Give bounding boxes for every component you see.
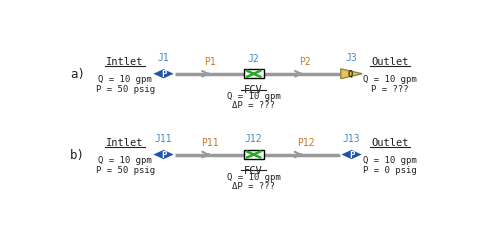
Polygon shape [152,150,175,160]
Text: ΔP = ???: ΔP = ??? [232,101,275,110]
Text: P2: P2 [299,57,311,67]
Polygon shape [341,69,362,79]
Text: b): b) [70,148,85,161]
Circle shape [252,74,255,75]
Text: P = 50 psig: P = 50 psig [96,85,155,94]
Text: P: P [161,70,166,79]
Bar [244,150,264,159]
Text: Q = 10 gpm: Q = 10 gpm [363,155,417,164]
Text: P11: P11 [201,138,218,148]
Text: J3: J3 [346,53,357,63]
Text: P = ???: P = ??? [371,85,409,94]
Text: Q = 10 gpm: Q = 10 gpm [363,75,417,84]
Text: P: P [349,150,354,159]
Bar [244,70,264,79]
Text: FCV: FCV [245,85,263,94]
Text: Intlet: Intlet [106,57,144,67]
Text: Outlet: Outlet [371,138,409,148]
Text: P = 0 psig: P = 0 psig [363,165,417,174]
Text: P: P [161,150,166,159]
Text: Q = 10 gpm: Q = 10 gpm [99,155,152,164]
Text: Q = 10 gpm: Q = 10 gpm [99,75,152,84]
Text: J1: J1 [158,53,169,63]
Polygon shape [152,69,175,80]
Text: Q = 10 gpm: Q = 10 gpm [227,92,281,101]
Text: J12: J12 [245,134,262,144]
Text: P = 50 psig: P = 50 psig [96,165,155,174]
Text: J2: J2 [248,53,259,63]
Text: P12: P12 [297,138,314,148]
Text: J11: J11 [155,133,172,143]
Text: ΔP = ???: ΔP = ??? [232,181,275,190]
Text: P1: P1 [204,57,215,67]
Text: Intlet: Intlet [106,138,144,148]
Text: Outlet: Outlet [371,57,409,67]
Text: J13: J13 [343,133,360,143]
Text: FCV: FCV [245,165,263,175]
Text: Q = 10 gpm: Q = 10 gpm [227,172,281,181]
Text: Q: Q [348,70,353,79]
Polygon shape [340,150,363,160]
Circle shape [252,154,255,155]
Text: a): a) [70,68,85,81]
